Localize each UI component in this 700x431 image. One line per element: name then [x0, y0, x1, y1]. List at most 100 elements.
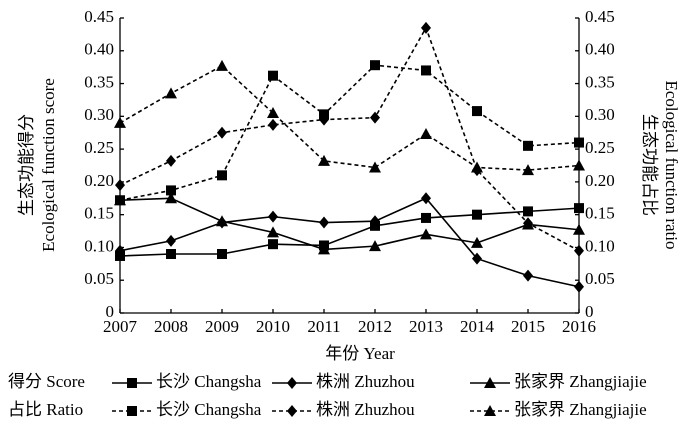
marker	[268, 70, 278, 81]
x-tick-label: 2016	[562, 317, 596, 336]
legend-label: 长沙 Changsha	[156, 400, 262, 419]
marker	[318, 154, 330, 166]
marker	[573, 223, 585, 235]
marker	[369, 161, 381, 173]
y-tick-label: 0.15	[84, 204, 114, 223]
legend-marker	[287, 405, 297, 417]
y-axis-label: 生态功能得分	[17, 114, 36, 216]
marker	[217, 126, 227, 139]
y2-tick-label: 0.25	[585, 138, 615, 157]
marker	[573, 159, 585, 171]
y2-axis-label: 生态功能占比	[640, 114, 659, 216]
y2-tick-label: 0.15	[585, 204, 615, 223]
marker	[574, 137, 584, 148]
marker	[217, 249, 227, 259]
marker	[370, 111, 380, 124]
y2-axis-label: Ecological function ratio	[662, 81, 681, 250]
marker	[421, 212, 431, 223]
marker	[216, 59, 228, 71]
x-tick-label: 2013	[409, 317, 443, 336]
marker	[420, 128, 432, 140]
series-line	[119, 197, 580, 251]
legend-label: 张家界 Zhangjiajie	[514, 372, 647, 391]
y2-tick-label: 0.10	[585, 236, 615, 255]
marker	[166, 185, 176, 196]
x-tick-label: 2012	[358, 317, 392, 336]
marker	[471, 161, 483, 173]
y2-tick-label: 0.30	[585, 105, 615, 124]
marker	[421, 65, 431, 76]
marker	[523, 140, 533, 151]
y-tick-label: 0	[106, 302, 115, 321]
marker	[472, 252, 482, 265]
y-tick-label: 0.35	[84, 72, 114, 91]
marker	[319, 216, 329, 229]
marker	[574, 203, 584, 214]
x-tick-label: 2008	[154, 317, 188, 336]
legend-marker	[127, 378, 137, 388]
y2-tick-label: 0	[585, 302, 594, 321]
marker	[369, 240, 381, 252]
marker	[115, 244, 125, 257]
marker	[166, 249, 176, 259]
marker	[421, 21, 431, 34]
marker	[574, 244, 584, 257]
series-line	[119, 207, 580, 257]
y-tick-label: 0.20	[84, 171, 114, 190]
marker	[268, 239, 278, 250]
marker	[166, 234, 176, 247]
x-tick-label: 2015	[511, 317, 545, 336]
series-line	[119, 64, 580, 171]
marker	[319, 113, 329, 126]
x-tick-label: 2011	[307, 317, 340, 336]
y2-tick-label: 0.35	[585, 72, 615, 91]
y2-tick-label: 0.20	[585, 171, 615, 190]
marker	[472, 106, 482, 117]
x-tick-label: 2007	[103, 317, 138, 336]
y-tick-label: 0.40	[84, 40, 114, 59]
legend-label: 张家界 Zhangjiajie	[514, 400, 647, 419]
marker	[523, 206, 533, 217]
legend-marker	[484, 377, 496, 388]
marker	[472, 209, 482, 220]
series-line	[119, 197, 580, 288]
legend-label: 长沙 Changsha	[156, 372, 262, 391]
marker	[318, 243, 330, 255]
series-line	[119, 64, 580, 202]
marker	[574, 280, 584, 293]
series-line	[119, 25, 580, 252]
marker	[165, 192, 177, 204]
legend-marker	[484, 405, 496, 416]
marker	[420, 228, 432, 240]
marker	[115, 179, 125, 192]
y-tick-label: 0.45	[84, 7, 114, 26]
x-axis-label: 年份 Year	[325, 344, 395, 363]
marker	[522, 164, 534, 176]
y-axis-label: Ecological function score	[39, 78, 58, 252]
marker	[268, 118, 278, 131]
legend-marker	[287, 377, 297, 389]
x-tick-label: 2010	[256, 317, 290, 336]
marker	[471, 236, 483, 248]
marker	[268, 210, 278, 223]
marker	[114, 116, 126, 128]
marker	[523, 269, 533, 282]
marker	[166, 154, 176, 167]
marker	[217, 170, 227, 181]
y2-tick-label: 0.40	[585, 40, 615, 59]
legend-label: 株洲 Zhuzhou	[316, 400, 415, 419]
y2-tick-label: 0.05	[585, 269, 615, 288]
marker	[267, 226, 279, 238]
legend-group-label: 得分 Score	[8, 372, 85, 391]
marker	[267, 107, 279, 119]
y-tick-label: 0.25	[84, 138, 114, 157]
marker	[216, 215, 228, 227]
marker	[370, 215, 380, 228]
x-tick-label: 2009	[205, 317, 239, 336]
marker	[115, 195, 125, 206]
y-tick-label: 0.05	[84, 269, 114, 288]
legend-group-label: 占比 Ratio	[8, 400, 83, 419]
legend-label: 株洲 Zhuzhou	[316, 372, 415, 391]
legend-marker	[127, 406, 137, 416]
